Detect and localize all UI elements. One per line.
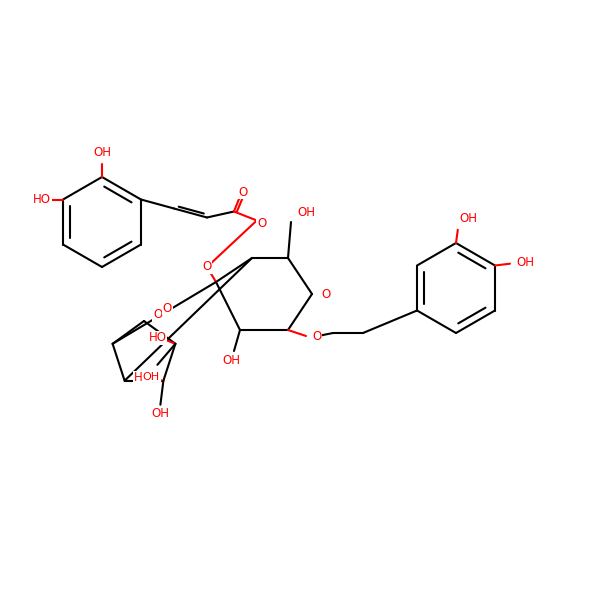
- Text: O: O: [153, 308, 162, 322]
- Text: OH: OH: [151, 407, 169, 420]
- Text: O: O: [312, 329, 321, 343]
- Text: OH: OH: [222, 353, 240, 367]
- Text: O: O: [163, 302, 172, 314]
- Text: OH: OH: [143, 372, 160, 382]
- Text: HO: HO: [33, 193, 51, 206]
- Text: HO: HO: [133, 371, 151, 384]
- Text: OH: OH: [516, 256, 534, 269]
- Text: OH: OH: [459, 212, 477, 225]
- Text: O: O: [238, 186, 248, 199]
- Text: HO: HO: [148, 331, 166, 344]
- Text: OH: OH: [297, 206, 315, 220]
- Text: O: O: [202, 260, 212, 274]
- Text: O: O: [321, 287, 330, 301]
- Text: O: O: [257, 217, 266, 230]
- Text: OH: OH: [93, 146, 111, 159]
